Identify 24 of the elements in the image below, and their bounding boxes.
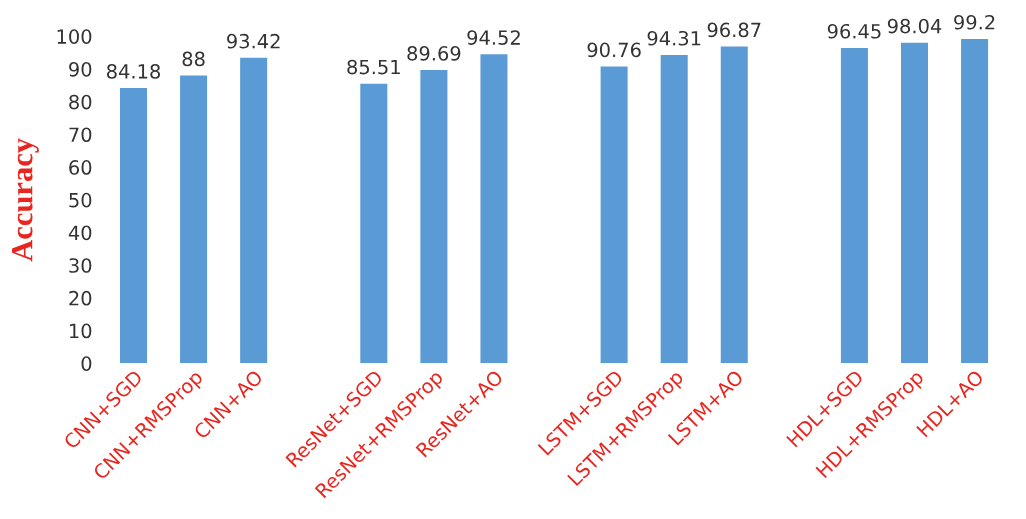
data-label: 94.31	[647, 30, 701, 46]
data-label: 94.52	[467, 30, 520, 45]
data-label: 96.87	[707, 22, 761, 38]
data-label: 88	[182, 51, 205, 67]
data-label: 98.04	[887, 18, 942, 34]
y-tick-label: 20	[69, 290, 92, 306]
data-label: 84.18	[107, 64, 161, 79]
data-label: 89.69	[407, 46, 461, 61]
data-label: 90.76	[587, 42, 641, 58]
data-label: 85.51	[347, 59, 400, 75]
y-tick-label: 30	[69, 258, 92, 273]
y-tick-label: 10	[70, 323, 92, 339]
data-label: 93.42	[227, 33, 280, 49]
data-label: 96.45	[827, 23, 881, 39]
y-tick-label: 40	[68, 225, 92, 241]
y-tick-label: 100	[57, 29, 92, 44]
y-tick-label: 0	[81, 356, 92, 371]
y-tick-label: 90	[69, 61, 92, 77]
y-axis-title: Accuracy	[12, 138, 39, 262]
y-tick-label: 60	[69, 160, 92, 175]
y-tick-label: 80	[69, 94, 92, 110]
y-tick-label: 70	[69, 127, 92, 143]
data-label: 99.2	[954, 14, 995, 30]
y-tick-label: 50	[69, 192, 92, 208]
